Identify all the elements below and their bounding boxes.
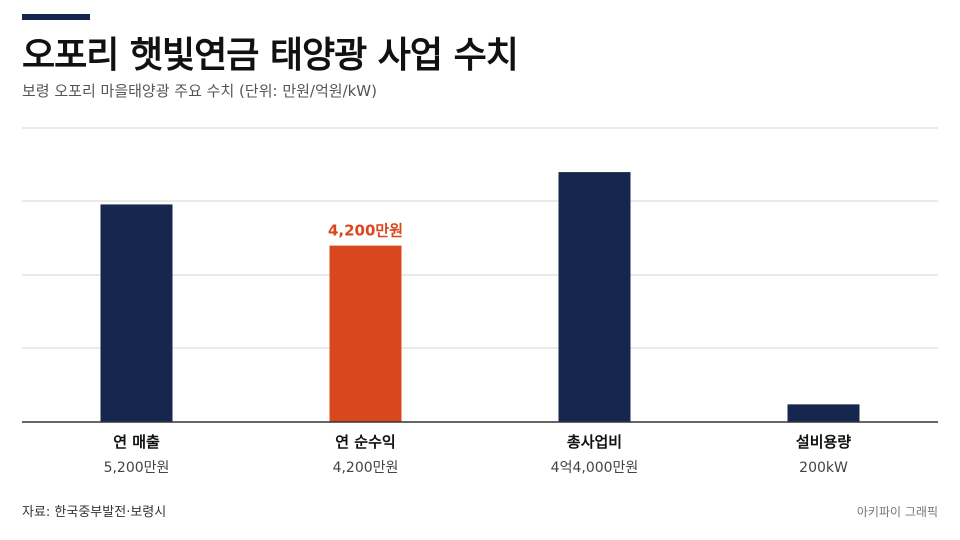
value-label: 200kW xyxy=(799,460,848,476)
value-label: 5,200만원 xyxy=(104,460,170,476)
value-label: 4억4,000만원 xyxy=(551,460,639,476)
bar-2 xyxy=(329,245,402,422)
highlight-data-label: 4,200만원 xyxy=(328,222,403,240)
accent-bar xyxy=(22,14,90,20)
page-subtitle: 보령 오포리 마을태양광 주요 수치 (단위: 만원/억원/kW) xyxy=(22,82,377,100)
value-label: 4,200만원 xyxy=(333,460,399,476)
source-note: 자료: 한국중부발전·보령시 xyxy=(22,505,167,520)
category-label: 연 매출 xyxy=(113,433,160,451)
credit-note: 아키파이 그래픽 xyxy=(856,505,938,519)
category-label: 설비용량 xyxy=(796,433,851,451)
bars xyxy=(100,172,860,422)
bar-4 xyxy=(787,404,860,422)
page-title: 오포리 햇빛연금 태양광 사업 수치 xyxy=(22,35,519,76)
category-label: 연 순수익 xyxy=(335,433,395,451)
grid-lines xyxy=(22,127,938,349)
category-label: 총사업비 xyxy=(567,433,622,451)
bar-3 xyxy=(558,172,631,422)
bar-1 xyxy=(100,204,173,422)
